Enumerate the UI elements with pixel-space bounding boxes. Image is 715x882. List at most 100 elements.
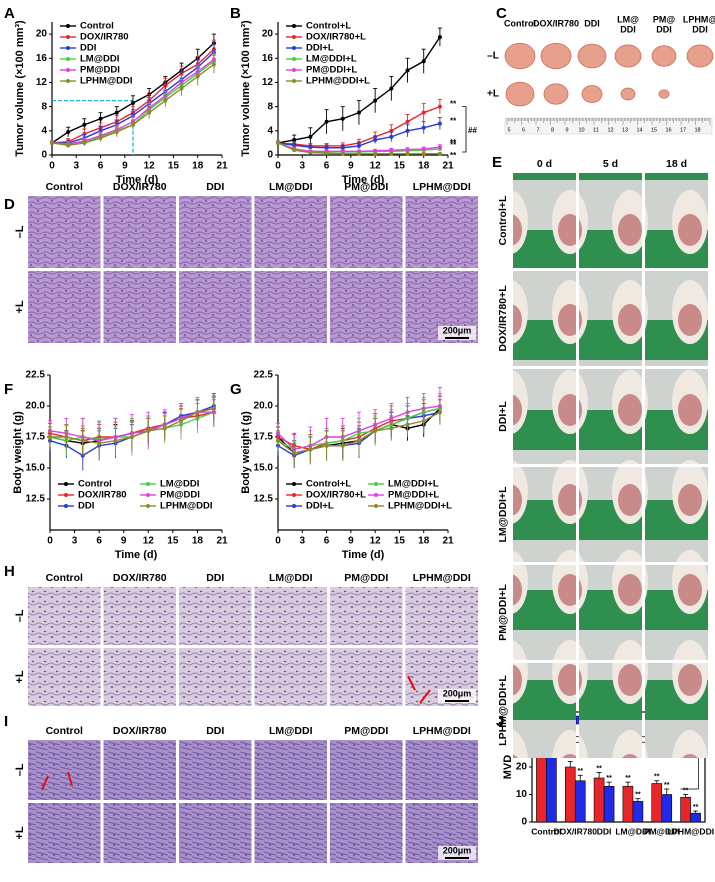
significance: **	[693, 804, 699, 811]
data-point	[292, 451, 297, 456]
y-tick-label: 12.5	[26, 494, 46, 505]
image-tile	[254, 196, 327, 268]
image-tile	[645, 565, 708, 660]
data-point	[340, 443, 345, 448]
ruler-label: 8	[551, 127, 554, 133]
ruler-label: 12	[607, 127, 613, 133]
legend-marker	[292, 482, 296, 486]
legend-label: DDI	[78, 501, 94, 512]
x-tick-label: 18	[418, 161, 430, 172]
column-header: 0 d	[537, 158, 552, 170]
y-tick-label: 15.0	[26, 463, 46, 474]
data-point	[211, 62, 216, 67]
y-tick-label: 22.5	[254, 370, 274, 381]
panel-label: J	[496, 713, 504, 730]
ruler-label: 17	[680, 127, 686, 133]
x-tick-label: 21	[442, 161, 454, 172]
data-point	[373, 428, 378, 433]
data-point	[373, 137, 378, 142]
data-point	[114, 130, 119, 135]
image-tile	[179, 740, 252, 800]
scale-bar-bg	[438, 689, 476, 703]
x-tick-label: 0	[275, 161, 281, 172]
data-point	[66, 130, 71, 135]
arrow	[41, 775, 49, 791]
ruler-label: 7	[536, 127, 539, 133]
y-tick-label: 15.0	[254, 463, 274, 474]
image-tile	[645, 467, 708, 562]
data-point	[292, 137, 297, 142]
legend-label: DOX/IR780+L	[306, 490, 366, 501]
image-tile	[103, 648, 176, 706]
column-header: LM@	[617, 14, 639, 24]
data-point	[356, 110, 361, 115]
data-point	[147, 110, 152, 115]
legend-label: PM@DDI+L	[388, 490, 439, 501]
data-point	[340, 145, 345, 150]
data-point	[130, 101, 135, 106]
scale-bar-bg	[438, 846, 476, 860]
data-point	[356, 438, 361, 443]
row-label: DOX/IR780+L	[497, 285, 509, 352]
data-point	[421, 151, 426, 156]
legend-marker	[66, 24, 70, 28]
legend-marker	[64, 493, 68, 497]
column-header: DOX/IR780	[533, 18, 579, 28]
image-tile	[28, 740, 101, 800]
ruler-label: 6	[522, 127, 525, 133]
bracket	[462, 106, 467, 153]
data-point	[82, 122, 87, 127]
scale-bar-label: 200μm	[443, 688, 472, 698]
significance: **	[683, 787, 689, 794]
x-tick-label: LM@DDI	[615, 826, 650, 836]
x-tick-label: 12	[370, 161, 382, 172]
data-point	[373, 151, 378, 156]
legend-marker	[292, 493, 296, 497]
bar	[651, 783, 663, 823]
data-point	[130, 122, 135, 127]
legend-marker	[64, 504, 68, 508]
x-tick-label: 15	[394, 536, 406, 547]
column-header: LPHM@DDI	[413, 572, 471, 584]
image-tile	[254, 803, 327, 863]
data-point	[162, 426, 167, 431]
data-point	[405, 422, 410, 427]
legend-label: DDI+L	[306, 501, 334, 512]
data-point	[437, 121, 442, 126]
column-header: DDI	[620, 24, 636, 34]
x-tick-label: 3	[300, 161, 306, 172]
data-point	[389, 134, 394, 139]
row-label: Control+L	[497, 195, 509, 245]
row-label: –L	[14, 609, 26, 622]
y-tick-label: 20	[36, 29, 48, 40]
data-point	[98, 116, 103, 121]
data-point	[373, 148, 378, 153]
arrow	[67, 771, 73, 787]
column-header: Control	[504, 18, 536, 28]
image-tile	[579, 663, 642, 758]
legend-label: Control+L	[306, 479, 351, 490]
image-tile	[513, 467, 576, 562]
data-point	[276, 438, 280, 443]
data-point	[324, 443, 329, 448]
column-header: 5 d	[603, 158, 618, 170]
column-header: LPHM@DDI	[413, 181, 471, 193]
tumor	[686, 44, 714, 68]
ruler-label: 5	[507, 127, 510, 133]
data-point	[340, 116, 345, 121]
x-axis-label: Time (d)	[115, 549, 158, 561]
data-point	[356, 143, 361, 148]
bar	[661, 794, 673, 823]
panel-label: G	[230, 381, 242, 398]
data-point	[276, 140, 280, 145]
legend-marker	[292, 79, 296, 83]
tumor	[577, 43, 607, 69]
panel-label: E	[492, 154, 502, 171]
x-tick-label: 18	[192, 161, 204, 172]
panel-label: H	[4, 563, 15, 580]
significance: **	[450, 140, 457, 149]
image-tile	[28, 648, 101, 706]
legend-label: LPHM@DDI+L	[388, 501, 452, 512]
image-tile	[103, 196, 176, 268]
column-header: PM@DDI	[344, 572, 388, 584]
